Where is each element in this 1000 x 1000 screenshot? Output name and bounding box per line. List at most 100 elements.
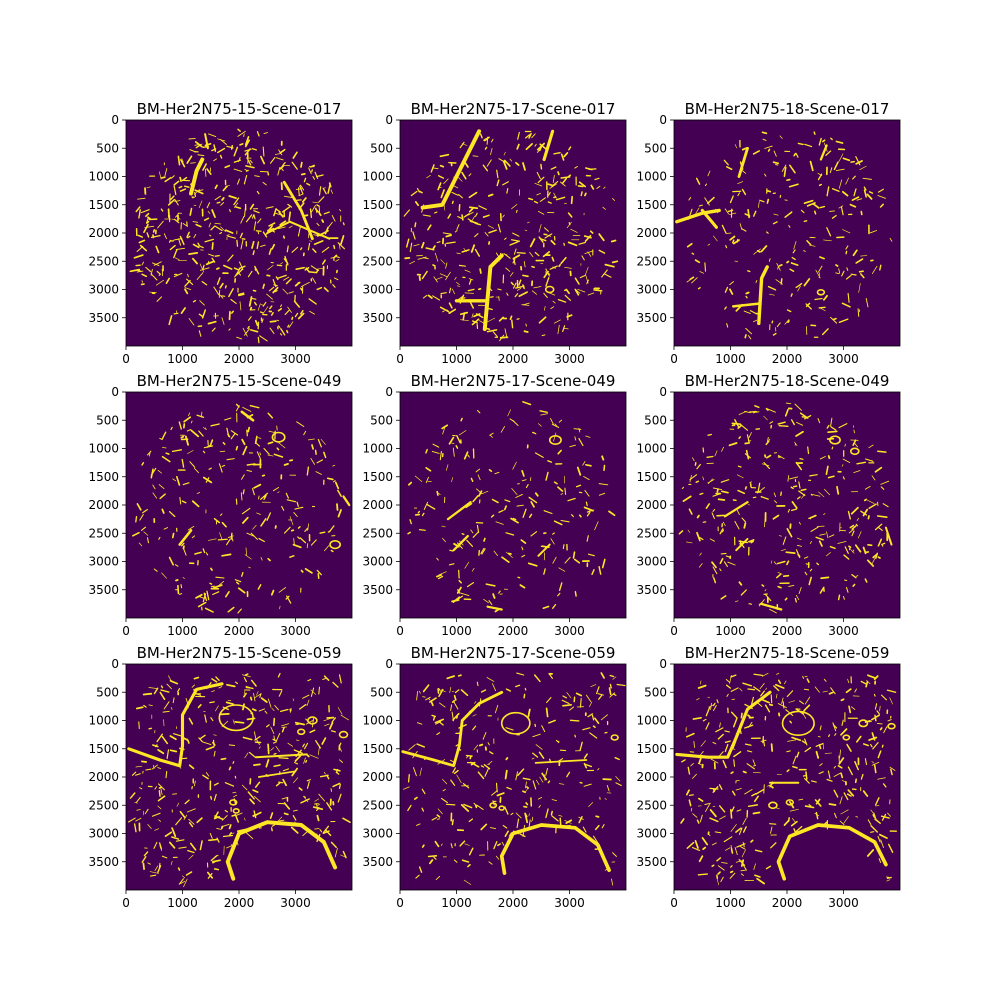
speckle: [719, 528, 724, 535]
speckle: [428, 698, 431, 701]
speckle: [156, 270, 161, 275]
speckle: [178, 185, 183, 189]
speckle: [292, 543, 302, 549]
speckle: [237, 587, 246, 594]
speckle: [448, 302, 453, 309]
speckle: [188, 717, 194, 725]
speckle: [209, 582, 213, 585]
speckle: [174, 257, 180, 261]
speckle: [760, 245, 768, 253]
speckle: [804, 747, 812, 753]
speckle: [600, 672, 605, 679]
speckle: [748, 335, 752, 340]
speckle: [493, 841, 498, 850]
speckle: [705, 722, 710, 730]
speckle: [182, 875, 186, 879]
speckle: [604, 263, 615, 268]
speckle: [735, 860, 743, 863]
speckle: [538, 804, 541, 808]
speckle: [840, 698, 845, 702]
speckle: [283, 463, 289, 466]
speckle: [138, 209, 141, 219]
speckle: [161, 855, 168, 859]
speckle: [264, 494, 267, 499]
speckle: [436, 241, 441, 244]
vessel-structure: [342, 495, 351, 507]
speckle: [330, 549, 334, 553]
speckle: [202, 774, 209, 780]
speckle: [445, 803, 456, 806]
speckle: [178, 846, 187, 849]
speckle: [840, 728, 848, 736]
ring-structure: [816, 289, 826, 296]
speckle: [293, 300, 301, 308]
speckle: [809, 568, 813, 572]
speckle: [463, 879, 472, 885]
speckle: [254, 693, 261, 699]
speckle: [813, 210, 817, 215]
mask-foreground: [129, 128, 346, 344]
speckle: [170, 175, 175, 179]
speckle: [293, 749, 303, 754]
speckle: [234, 681, 238, 685]
speckle: [862, 790, 869, 797]
speckle: [870, 743, 873, 748]
speckle: [260, 244, 266, 248]
speckle: [801, 740, 807, 744]
speckle: [583, 783, 592, 787]
speckle: [225, 701, 235, 706]
speckle: [731, 806, 735, 813]
speckle: [256, 190, 260, 195]
speckle: [409, 242, 413, 253]
speckle: [254, 175, 260, 177]
speckle: [819, 725, 822, 731]
speckle: [838, 757, 845, 765]
speckle: [722, 760, 727, 769]
speckle: [436, 574, 443, 578]
speckle: [323, 451, 327, 459]
speckle: [578, 816, 583, 824]
speckle: [427, 294, 433, 299]
speckle: [717, 733, 724, 740]
y-tick-label: 0: [659, 385, 667, 399]
speckle: [785, 551, 796, 554]
speckle: [445, 262, 448, 269]
subplot-title: BM-Her2N75-15-Scene-017: [137, 100, 342, 118]
speckle: [155, 279, 164, 286]
speckle: [295, 281, 300, 287]
speckle: [156, 733, 163, 743]
speckle: [317, 746, 320, 755]
speckle: [701, 837, 709, 846]
speckle: [698, 204, 703, 207]
speckle: [187, 450, 194, 454]
speckle: [184, 279, 191, 287]
speckle: [542, 251, 551, 258]
speckle: [332, 465, 336, 467]
speckle: [806, 678, 810, 683]
speckle: [458, 430, 467, 436]
speckle: [253, 692, 256, 702]
speckle: [574, 165, 578, 169]
vessel-structure: [240, 410, 255, 422]
speckle: [282, 162, 286, 165]
speckle: [796, 544, 803, 547]
speckle: [170, 426, 173, 431]
speckle: [759, 199, 765, 203]
speckle: [761, 672, 769, 677]
speckle: [873, 764, 877, 774]
speckle: [516, 143, 520, 150]
speckle: [425, 696, 431, 701]
speckle: [742, 682, 753, 687]
speckle: [615, 782, 622, 787]
speckle: [219, 532, 223, 541]
speckle: [282, 235, 286, 239]
speckle: [854, 760, 859, 771]
speckle: [857, 531, 862, 539]
speckle: [470, 244, 476, 253]
speckle: [786, 690, 794, 698]
speckle: [730, 847, 734, 854]
speckle: [329, 525, 335, 533]
speckle: [464, 561, 470, 569]
speckle: [150, 273, 158, 281]
speckle: [229, 832, 235, 835]
